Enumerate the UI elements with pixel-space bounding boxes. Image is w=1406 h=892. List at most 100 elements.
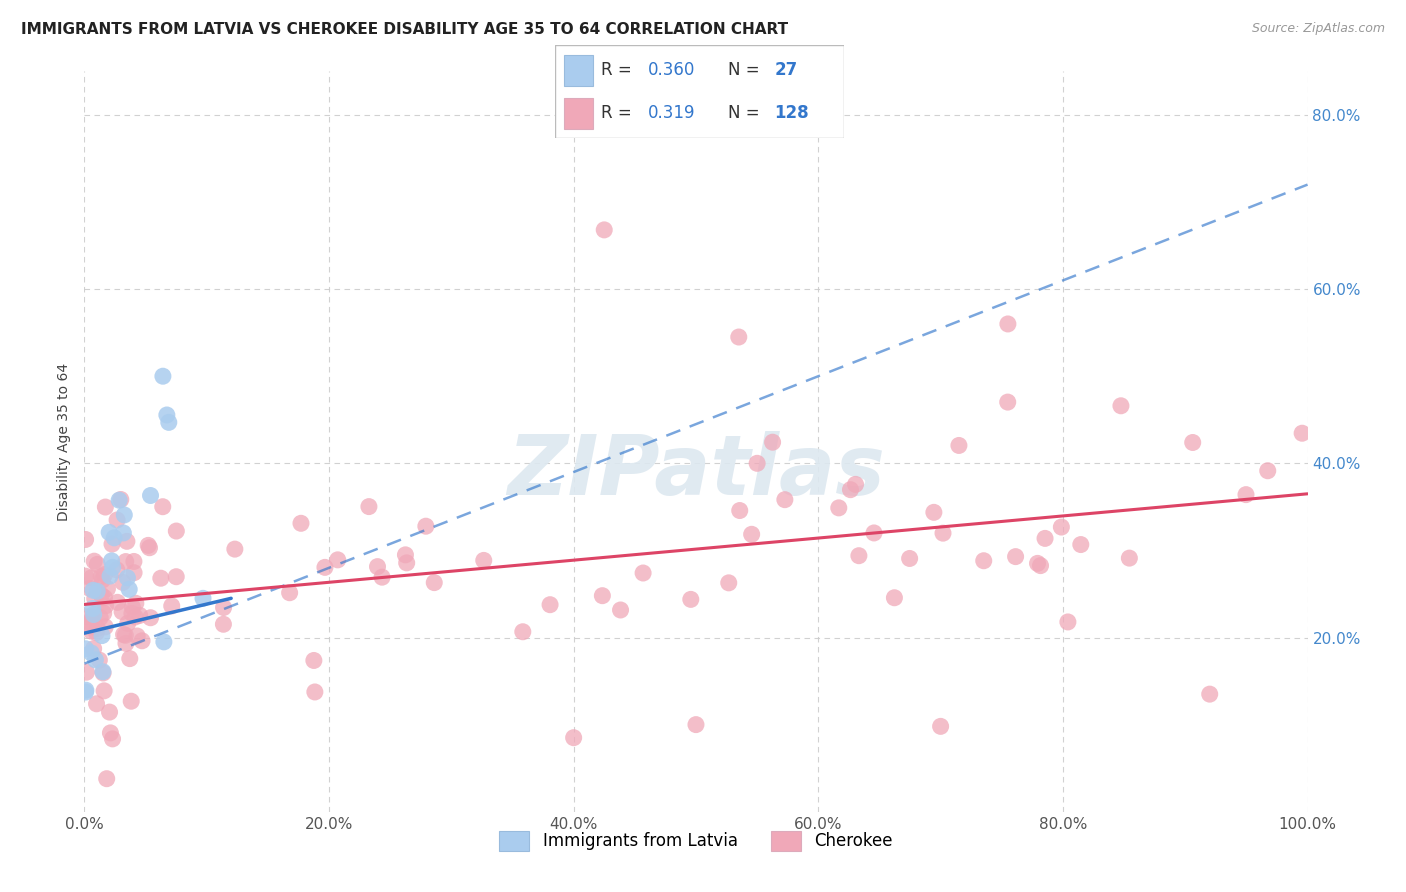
Point	[80, 620, 103, 634]
Point	[1004, 549, 1026, 564]
Point	[278, 585, 301, 599]
Point	[86, 584, 108, 599]
Point	[863, 525, 886, 540]
Point	[357, 500, 380, 514]
Point	[591, 589, 613, 603]
Y-axis label: Disability Age 35 to 64: Disability Age 35 to 64	[58, 362, 72, 521]
Point	[82, 601, 104, 615]
Point	[1050, 520, 1073, 534]
Point	[98, 569, 121, 583]
Point	[160, 599, 183, 613]
Point	[82, 610, 104, 624]
Point	[1033, 532, 1056, 546]
Point	[973, 554, 995, 568]
Point	[423, 575, 446, 590]
Point	[1026, 557, 1049, 571]
Point	[848, 549, 870, 563]
Point	[101, 537, 124, 551]
Point	[75, 683, 97, 698]
Point	[224, 542, 246, 557]
Point	[117, 616, 139, 631]
Point	[1070, 537, 1092, 551]
Point	[96, 582, 118, 596]
Point	[1118, 551, 1140, 566]
Point	[394, 548, 416, 562]
Point	[83, 607, 105, 622]
Point	[93, 567, 115, 582]
Point	[103, 531, 125, 545]
Point	[80, 571, 103, 585]
Point	[156, 408, 179, 422]
Point	[90, 588, 112, 602]
Point	[94, 599, 117, 613]
Point	[302, 653, 325, 667]
Point	[93, 606, 115, 620]
Point	[82, 583, 104, 598]
Point	[212, 600, 235, 615]
Point	[685, 717, 707, 731]
Legend: Immigrants from Latvia, Cherokee: Immigrants from Latvia, Cherokee	[491, 823, 901, 859]
Point	[91, 665, 114, 680]
Point	[593, 223, 616, 237]
Point	[997, 317, 1019, 331]
Point	[1029, 558, 1052, 573]
Point	[727, 330, 749, 344]
Point	[75, 533, 97, 547]
Point	[101, 731, 124, 746]
Point	[94, 620, 117, 634]
Point	[122, 566, 145, 580]
FancyBboxPatch shape	[564, 98, 593, 129]
FancyBboxPatch shape	[555, 45, 844, 138]
Point	[728, 503, 751, 517]
FancyBboxPatch shape	[564, 55, 593, 86]
Point	[84, 653, 107, 667]
Point	[844, 477, 866, 491]
Point	[512, 624, 534, 639]
Point	[79, 615, 101, 629]
Point	[717, 575, 740, 590]
Point	[115, 534, 138, 549]
Point	[562, 731, 585, 745]
Point	[86, 697, 108, 711]
Point	[157, 416, 180, 430]
Point	[91, 629, 114, 643]
Point	[112, 508, 135, 522]
Point	[472, 553, 495, 567]
Point	[326, 553, 349, 567]
Point	[631, 566, 654, 580]
Point	[828, 500, 851, 515]
Point	[152, 369, 174, 384]
Point	[112, 627, 135, 641]
Point	[1291, 426, 1313, 441]
Point	[108, 493, 131, 508]
Text: 0.360: 0.360	[648, 61, 695, 78]
Point	[89, 653, 111, 667]
Point	[883, 591, 905, 605]
Point	[91, 665, 114, 679]
Point	[91, 573, 114, 587]
Point	[122, 554, 145, 568]
Point	[75, 569, 97, 583]
Point	[107, 595, 129, 609]
Text: R =: R =	[602, 104, 633, 122]
Point	[839, 483, 862, 497]
Text: 27: 27	[775, 61, 797, 78]
Point	[80, 646, 103, 660]
Point	[165, 524, 187, 538]
Point	[922, 505, 945, 519]
Point	[115, 636, 138, 650]
Text: R =: R =	[602, 61, 633, 78]
Point	[1234, 488, 1257, 502]
Point	[127, 629, 149, 643]
Point	[1257, 464, 1279, 478]
Point	[117, 571, 139, 585]
Point	[609, 603, 631, 617]
Point	[415, 519, 437, 533]
Point	[761, 435, 783, 450]
Point	[98, 525, 121, 540]
Point	[304, 685, 326, 699]
Point	[932, 526, 955, 541]
Text: 0.319: 0.319	[648, 104, 695, 122]
Point	[1057, 615, 1080, 629]
Text: N =: N =	[728, 61, 759, 78]
